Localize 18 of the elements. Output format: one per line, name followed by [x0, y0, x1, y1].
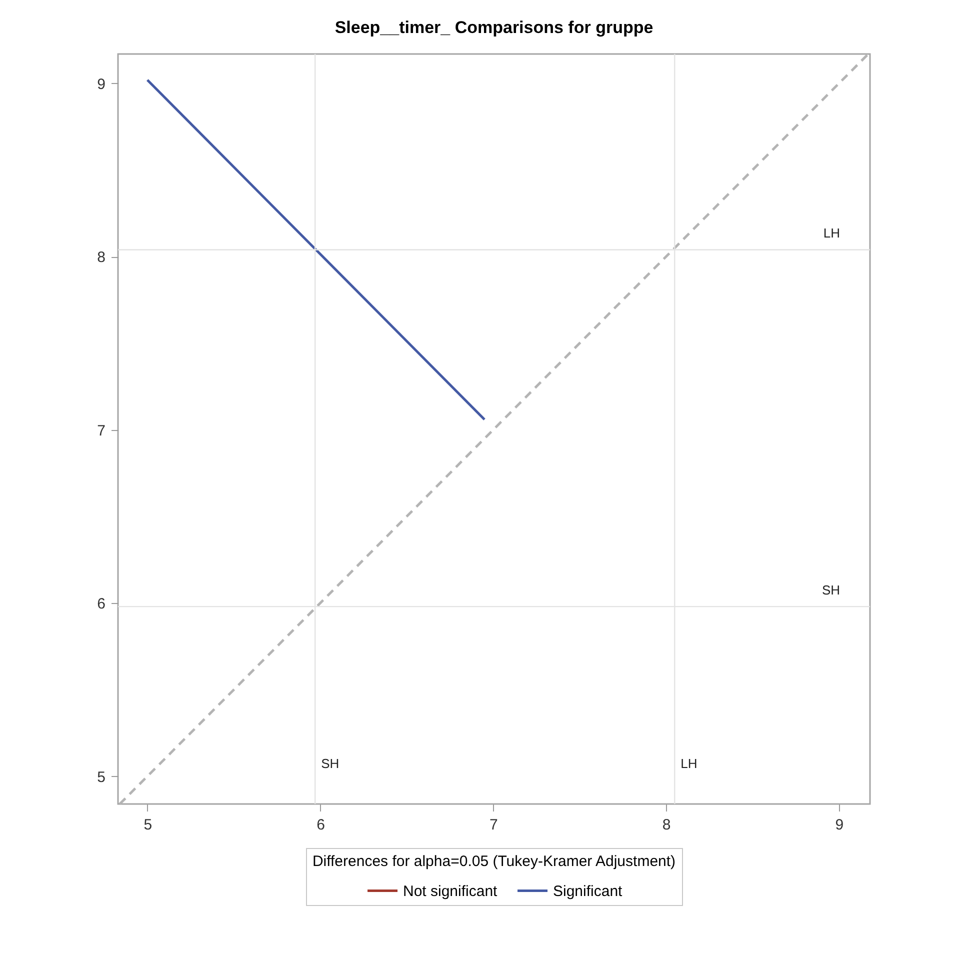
x-tick-label: 7 — [489, 816, 498, 834]
ref-line-label: SH — [321, 756, 340, 771]
legend-label: Significant — [553, 882, 624, 900]
chart-title: Sleep__timer_ Comparisons for gruppe — [334, 18, 654, 37]
y-tick-label: 6 — [97, 596, 106, 613]
x-tick-label: 6 — [316, 816, 325, 834]
legend-title: Differences for alpha=0.05 (Tukey-Kramer Adjustment) — [312, 853, 676, 870]
ref-line-label: LH — [680, 756, 698, 771]
x-tick-label: 9 — [835, 816, 844, 834]
x-tick-label: 8 — [662, 816, 671, 834]
legend-label: Not significant — [403, 882, 498, 900]
y-tick-label: 8 — [97, 249, 106, 266]
ref-line-label: SH — [822, 582, 840, 598]
y-tick-label: 9 — [97, 76, 106, 93]
ref-line-label: LH — [823, 226, 840, 241]
x-tick-label: 5 — [144, 816, 152, 834]
y-tick-label: 5 — [97, 768, 106, 786]
y-tick-label: 7 — [97, 422, 106, 440]
